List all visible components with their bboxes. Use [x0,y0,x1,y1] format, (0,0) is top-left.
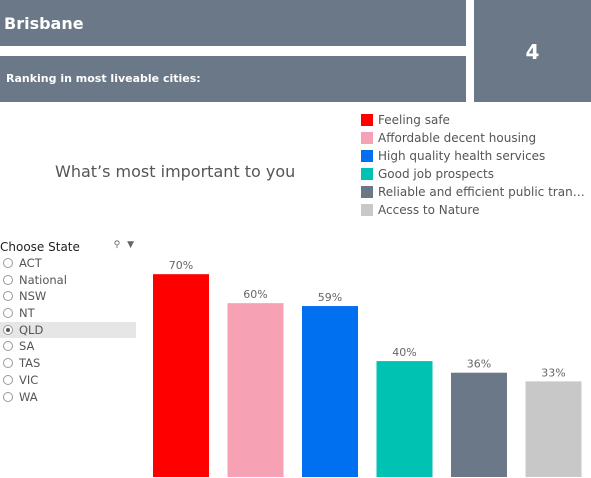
state-option-label: National [19,272,67,287]
bar-value-label: 33% [541,366,565,379]
bar-value-label: 59% [318,291,342,304]
state-option-nsw[interactable]: NSW [0,288,136,305]
legend-item[interactable]: High quality health services [361,148,591,166]
legend-label: High quality health services [378,149,546,163]
chart-legend: Feeling safe Affordable decent housing Hig… [361,112,591,220]
filter-title: Choose State ⚲ ▼ [0,240,136,255]
legend-label: Good job prospects [378,167,494,181]
radio-icon[interactable] [3,308,13,319]
radio-selected-icon[interactable] [3,324,13,335]
legend-swatch [361,168,373,180]
legend-item[interactable]: Access to Nature [361,202,591,220]
state-option-wa[interactable]: WA [0,389,136,406]
state-option-sa[interactable]: SA [0,338,136,355]
bar-1[interactable] [227,303,284,477]
legend-swatch [361,114,373,126]
bar-value-label: 70% [169,259,193,272]
bar-chart: 70% 60% 59% 40% 36% 33% [153,259,582,477]
radio-icon[interactable] [3,358,13,369]
state-option-label: NSW [19,289,47,304]
bar-2[interactable] [302,306,358,477]
ranking-value: 4 [525,40,540,64]
state-option-vic[interactable]: VIC [0,372,136,389]
dropdown-arrow-icon[interactable]: ▼ [127,240,134,250]
filter-options: ACT National NSW NT QLD SA TAS VIC WA [0,255,136,405]
ranking-label-tile: Ranking in most liveable cities: [0,56,466,102]
city-title-tile: Brisbane [0,0,466,46]
bar-value-label: 60% [243,288,267,301]
state-option-label: QLD [19,322,44,337]
bar-4[interactable] [451,372,507,477]
state-option-tas[interactable]: TAS [0,355,136,372]
state-option-national[interactable]: National [0,272,136,289]
state-filter: Choose State ⚲ ▼ ACT National NSW NT QLD SA TA… [0,240,136,405]
legend-swatch [361,132,373,144]
ranking-value-tile: 4 [474,0,591,102]
city-name: Brisbane [4,14,84,33]
radio-icon[interactable] [3,291,13,302]
radio-icon[interactable] [3,258,13,268]
radio-icon[interactable] [3,374,13,385]
state-option-act[interactable]: ACT [0,255,136,272]
radio-icon[interactable] [3,391,13,402]
state-option-qld[interactable]: QLD [0,321,136,339]
bar-3[interactable] [376,361,433,477]
legend-swatch [361,150,373,162]
legend-item[interactable]: Reliable and efficient public transp... [361,184,591,202]
legend-label: Affordable decent housing [378,131,537,145]
state-option-label: ACT [19,256,42,270]
state-option-nt[interactable]: NT [0,305,136,322]
state-option-label: TAS [19,356,41,371]
state-option-label: NT [19,306,35,321]
legend-label: Feeling safe [378,113,450,127]
legend-label: Reliable and efficient public transp... [378,185,588,199]
state-option-label: WA [19,389,38,404]
radio-icon[interactable] [3,274,13,285]
bar-5[interactable] [525,381,582,477]
state-option-label: VIC [19,372,39,387]
search-icon[interactable]: ⚲ [113,240,121,250]
ranking-label: Ranking in most liveable cities: [6,72,201,85]
legend-item[interactable]: Good job prospects [361,166,591,184]
filter-title-label: Choose State [0,240,80,254]
bar-value-label: 40% [392,346,416,359]
bar-0[interactable] [153,274,209,477]
legend-swatch [361,186,373,198]
legend-swatch [361,204,373,216]
legend-item[interactable]: Feeling safe [361,112,591,130]
radio-icon[interactable] [3,341,13,352]
bar-value-label: 36% [467,358,491,371]
legend-item[interactable]: Affordable decent housing [361,130,591,148]
legend-label: Access to Nature [378,203,480,217]
important-title: What’s most important to you [55,162,296,181]
filter-tools: ⚲ ▼ [114,240,134,250]
state-option-label: SA [19,339,35,354]
